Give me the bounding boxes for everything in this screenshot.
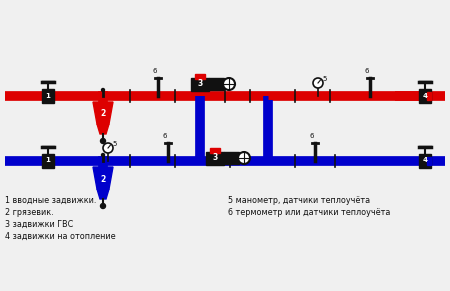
Text: 2: 2	[100, 109, 106, 118]
Text: 2: 2	[100, 175, 106, 184]
Polygon shape	[97, 124, 109, 134]
Circle shape	[102, 153, 104, 157]
Text: 6 термометр или датчики теплоучёта: 6 термометр или датчики теплоучёта	[228, 208, 391, 217]
Text: 6: 6	[163, 133, 167, 139]
Circle shape	[100, 203, 105, 208]
Bar	[42, 154, 54, 168]
Text: 1: 1	[45, 93, 50, 98]
Bar	[191, 77, 209, 91]
Bar	[224, 152, 239, 164]
Bar	[419, 89, 431, 103]
Text: 4 задвижки на отопление: 4 задвижки на отопление	[5, 232, 116, 241]
Polygon shape	[93, 102, 113, 124]
Bar	[42, 89, 54, 103]
Bar	[209, 78, 224, 90]
Bar	[427, 92, 431, 100]
Bar	[427, 157, 431, 165]
Text: 5: 5	[112, 141, 117, 147]
Polygon shape	[93, 167, 113, 189]
Bar	[210, 148, 220, 152]
Bar	[195, 74, 205, 79]
Text: 6: 6	[365, 68, 369, 74]
Text: 3: 3	[212, 153, 218, 162]
Polygon shape	[97, 189, 109, 199]
Text: 4: 4	[423, 157, 427, 164]
Text: 3: 3	[198, 79, 203, 88]
Text: 5 манометр, датчики теплоучёта: 5 манометр, датчики теплоучёта	[228, 196, 370, 205]
Circle shape	[102, 88, 104, 91]
Text: 3 задвижки ГВС: 3 задвижки ГВС	[5, 220, 73, 229]
Text: 1 вводные задвижки.: 1 вводные задвижки.	[5, 196, 96, 205]
Bar	[206, 152, 224, 164]
Text: 1: 1	[45, 157, 50, 164]
Text: 5: 5	[322, 76, 326, 82]
Text: 4: 4	[423, 93, 427, 98]
Text: 6: 6	[153, 68, 157, 74]
Circle shape	[238, 152, 250, 164]
Circle shape	[223, 78, 235, 90]
Circle shape	[313, 78, 323, 88]
Text: 2 грязевик.: 2 грязевик.	[5, 208, 54, 217]
Bar	[419, 154, 431, 168]
Text: 6: 6	[310, 133, 314, 139]
Circle shape	[103, 143, 113, 153]
Circle shape	[100, 139, 105, 143]
